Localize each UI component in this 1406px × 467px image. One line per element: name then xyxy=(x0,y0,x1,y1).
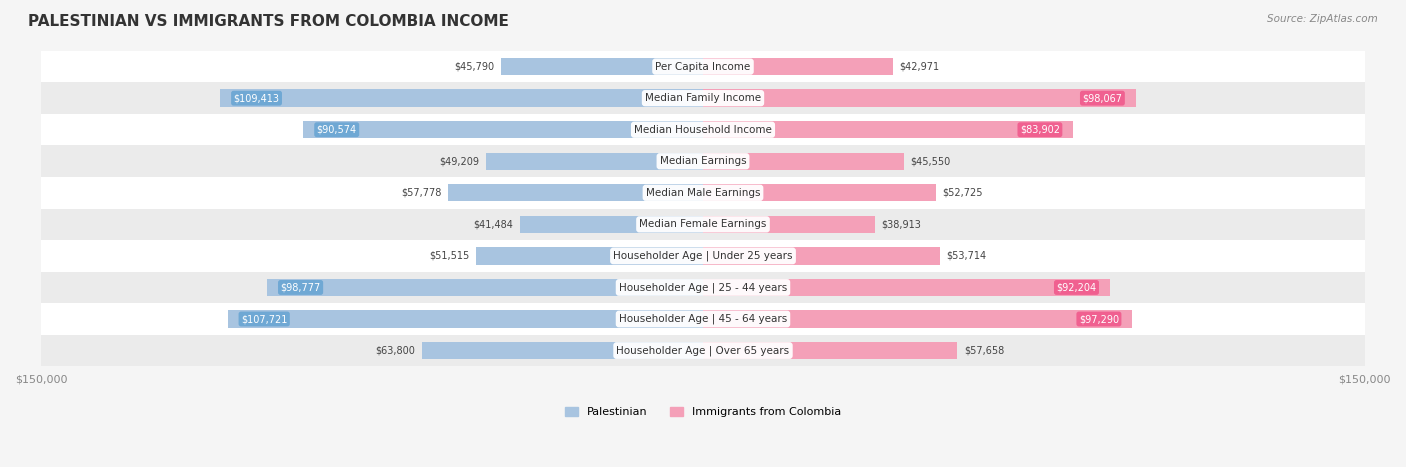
Bar xyxy=(703,58,893,75)
Text: Median Earnings: Median Earnings xyxy=(659,156,747,166)
Bar xyxy=(703,247,941,265)
Text: Householder Age | 45 - 64 years: Householder Age | 45 - 64 years xyxy=(619,314,787,324)
Bar xyxy=(41,146,1365,177)
Bar xyxy=(41,272,1365,303)
Bar xyxy=(449,184,703,201)
Text: $107,721: $107,721 xyxy=(240,314,287,324)
Bar xyxy=(41,114,1365,146)
Text: $98,777: $98,777 xyxy=(280,283,321,292)
Bar xyxy=(703,311,1132,328)
Bar xyxy=(41,303,1365,335)
Bar xyxy=(221,90,703,107)
Text: $41,484: $41,484 xyxy=(474,219,513,229)
Bar xyxy=(41,177,1365,209)
Text: Median Household Income: Median Household Income xyxy=(634,125,772,134)
Text: $49,209: $49,209 xyxy=(439,156,479,166)
Text: Median Family Income: Median Family Income xyxy=(645,93,761,103)
Text: $92,204: $92,204 xyxy=(1056,283,1097,292)
Legend: Palestinian, Immigrants from Colombia: Palestinian, Immigrants from Colombia xyxy=(560,403,846,422)
Text: Source: ZipAtlas.com: Source: ZipAtlas.com xyxy=(1267,14,1378,24)
Bar xyxy=(703,342,957,359)
Text: $38,913: $38,913 xyxy=(882,219,921,229)
Bar xyxy=(41,209,1365,240)
Bar xyxy=(520,216,703,233)
Text: $57,778: $57,778 xyxy=(401,188,441,198)
Bar xyxy=(703,90,1136,107)
Text: $51,515: $51,515 xyxy=(429,251,470,261)
Text: $45,790: $45,790 xyxy=(454,62,495,71)
Bar xyxy=(703,184,935,201)
Bar xyxy=(422,342,703,359)
Bar xyxy=(703,121,1073,138)
Text: Householder Age | 25 - 44 years: Householder Age | 25 - 44 years xyxy=(619,282,787,293)
Text: $42,971: $42,971 xyxy=(900,62,939,71)
Text: Householder Age | Under 25 years: Householder Age | Under 25 years xyxy=(613,251,793,261)
Bar xyxy=(267,279,703,296)
Bar xyxy=(304,121,703,138)
Text: $53,714: $53,714 xyxy=(946,251,987,261)
Text: $90,574: $90,574 xyxy=(316,125,357,134)
Text: $45,550: $45,550 xyxy=(911,156,950,166)
Text: $57,658: $57,658 xyxy=(965,346,1004,355)
Text: Median Male Earnings: Median Male Earnings xyxy=(645,188,761,198)
Bar xyxy=(228,311,703,328)
Text: $98,067: $98,067 xyxy=(1083,93,1122,103)
Text: Householder Age | Over 65 years: Householder Age | Over 65 years xyxy=(616,345,790,356)
Text: $97,290: $97,290 xyxy=(1078,314,1119,324)
Bar xyxy=(41,335,1365,366)
Bar xyxy=(41,240,1365,272)
Text: Per Capita Income: Per Capita Income xyxy=(655,62,751,71)
Bar xyxy=(501,58,703,75)
Text: PALESTINIAN VS IMMIGRANTS FROM COLOMBIA INCOME: PALESTINIAN VS IMMIGRANTS FROM COLOMBIA … xyxy=(28,14,509,29)
Bar xyxy=(703,153,904,170)
Bar xyxy=(41,82,1365,114)
Bar xyxy=(486,153,703,170)
Text: Median Female Earnings: Median Female Earnings xyxy=(640,219,766,229)
Text: $109,413: $109,413 xyxy=(233,93,280,103)
Bar xyxy=(703,279,1109,296)
Bar xyxy=(703,216,875,233)
Bar xyxy=(475,247,703,265)
Text: $52,725: $52,725 xyxy=(942,188,983,198)
Text: $83,902: $83,902 xyxy=(1019,125,1060,134)
Bar xyxy=(41,51,1365,82)
Text: $63,800: $63,800 xyxy=(375,346,415,355)
